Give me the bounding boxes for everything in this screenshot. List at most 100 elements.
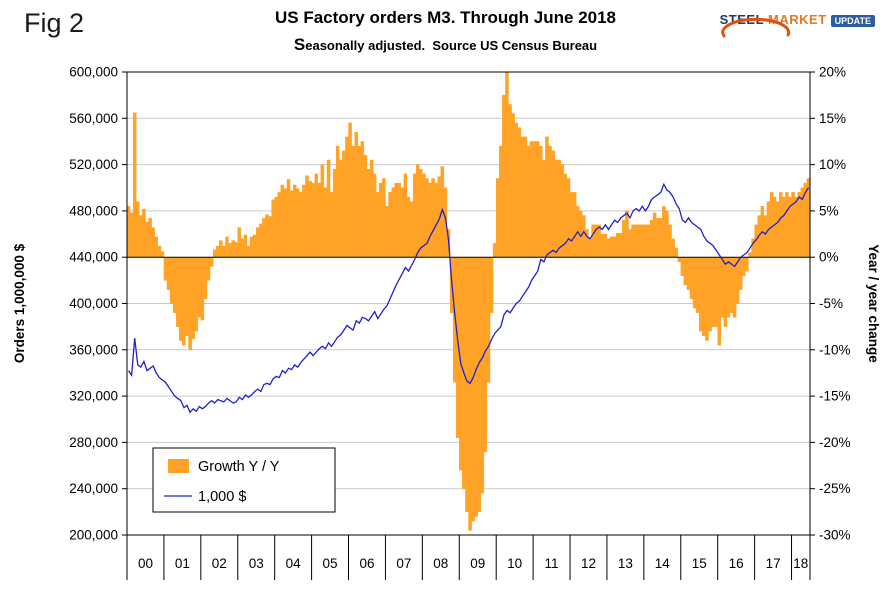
growth-bar <box>699 256 703 332</box>
growth-bar <box>296 188 300 258</box>
left-axis-tick-label: 280,000 <box>69 435 118 450</box>
growth-bar <box>612 236 617 258</box>
growth-bar <box>163 256 168 281</box>
growth-bar <box>179 256 183 341</box>
growth-bar <box>265 214 269 258</box>
growth-bar <box>169 256 174 304</box>
growth-bar <box>431 178 435 258</box>
growth-bar <box>785 192 789 258</box>
growth-bar <box>286 179 291 258</box>
left-axis-tick-label: 440,000 <box>69 250 118 265</box>
growth-bar <box>289 190 294 258</box>
growth-bar <box>597 224 601 258</box>
growth-bar <box>200 256 205 321</box>
chart-subtitle: Seasonally adjusted. Source US Census Bu… <box>293 35 598 54</box>
growth-bar <box>668 224 672 258</box>
chart-plot-area: 600,000 560,000 520,000 480,000 440,000 400,0… <box>12 65 881 580</box>
growth-bar <box>311 182 315 258</box>
growth-bar <box>391 187 395 258</box>
growth-bar <box>320 164 325 258</box>
right-axis-tick-label: 15% <box>819 111 846 126</box>
x-axis-year-label: 11 <box>545 556 559 571</box>
smu-logo: STEEL MARKET UPDATE <box>719 12 875 38</box>
growth-bar <box>591 224 595 258</box>
growth-bar <box>434 182 438 258</box>
x-axis-year-label: 06 <box>359 556 374 571</box>
x-axis-year-label: 09 <box>470 556 485 571</box>
growth-bar <box>209 256 214 267</box>
growth-bar <box>708 256 712 332</box>
growth-bar <box>723 256 728 327</box>
growth-bar <box>588 238 592 258</box>
growth-bar <box>148 218 152 258</box>
growth-bar <box>237 227 242 258</box>
growth-bar <box>268 216 272 258</box>
growth-bar <box>382 178 386 258</box>
growth-bar <box>212 249 217 258</box>
growth-bar <box>643 224 648 258</box>
growth-bar <box>299 192 303 258</box>
growth-bar <box>369 159 374 258</box>
growth-bar <box>689 256 694 300</box>
growth-bar <box>634 224 638 258</box>
growth-bar <box>400 187 405 258</box>
growth-bar <box>748 252 752 258</box>
growth-bar <box>640 224 645 258</box>
growth-bar <box>600 233 605 258</box>
legend-growth-swatch <box>168 459 189 473</box>
left-axis-tick-label: 600,000 <box>69 65 118 80</box>
growth-bar <box>535 141 540 258</box>
growth-bar <box>412 173 417 258</box>
right-axis-tick-label: -15% <box>819 389 851 404</box>
growth-bar <box>154 236 158 258</box>
growth-bar <box>416 164 420 258</box>
growth-bar <box>720 256 725 318</box>
growth-bar <box>582 215 586 258</box>
x-axis-year-label: 12 <box>581 556 596 571</box>
growth-bar <box>745 256 749 272</box>
growth-bar <box>326 159 331 258</box>
growth-bar <box>336 145 340 258</box>
growth-bar <box>249 236 254 258</box>
growth-bar <box>166 256 171 290</box>
growth-bar <box>360 141 365 258</box>
right-axis-tick-label: -10% <box>819 342 851 357</box>
growth-bar <box>194 256 198 332</box>
growth-bar <box>686 256 691 290</box>
growth-bar <box>468 256 472 531</box>
growth-bar <box>188 256 192 350</box>
growth-bar <box>151 227 155 258</box>
growth-bar <box>551 150 555 258</box>
growth-bar <box>292 184 297 258</box>
growth-bar <box>394 182 398 258</box>
growth-bar <box>499 145 503 258</box>
growth-bar <box>274 196 278 258</box>
growth-bar <box>182 256 186 346</box>
growth-bar <box>495 178 500 258</box>
x-axis-year-label: 10 <box>507 556 522 571</box>
growth-bar <box>409 201 414 258</box>
growth-bar <box>655 218 660 258</box>
growth-bar <box>557 159 561 258</box>
logo-text-market: MARKET <box>768 12 827 27</box>
growth-bar <box>711 256 715 327</box>
logo-text-steel: STEEL <box>719 12 765 27</box>
growth-bar <box>277 192 282 258</box>
growth-bar <box>283 188 288 258</box>
growth-bar <box>662 206 666 258</box>
growth-bar <box>545 136 549 258</box>
growth-bar <box>791 192 795 258</box>
growth-bar <box>508 104 512 258</box>
growth-bar <box>480 256 485 494</box>
growth-bar <box>517 127 522 258</box>
growth-bar <box>692 256 697 309</box>
growth-bar <box>302 184 306 258</box>
right-axis-tick-label: -25% <box>819 481 851 496</box>
growth-bar <box>631 224 635 258</box>
growth-bar <box>539 145 543 258</box>
right-axis-tick-label: -20% <box>819 435 851 450</box>
growth-bar <box>794 196 798 258</box>
growth-bar <box>523 136 528 258</box>
growth-bar <box>185 256 189 337</box>
left-axis-tick-label: 320,000 <box>69 389 118 404</box>
